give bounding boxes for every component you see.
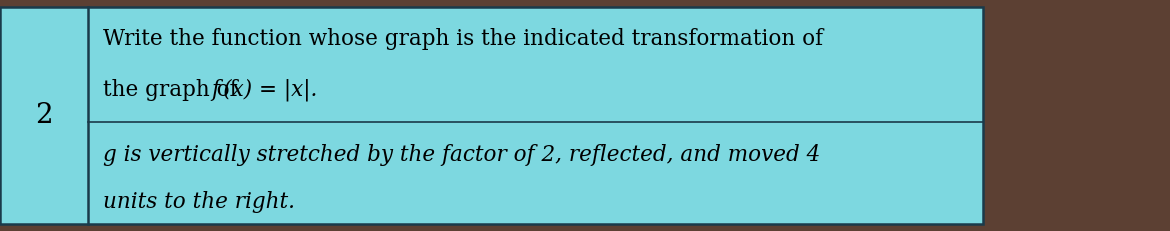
Bar: [0, 7, 983, 224]
Text: f (x) = |x|.: f (x) = |x|.: [212, 79, 318, 101]
Text: the graph of: the graph of: [103, 79, 245, 101]
Text: g is vertically stretched by the factor of 2, reflected, and moved 4: g is vertically stretched by the factor …: [103, 144, 820, 166]
Text: units to the right.: units to the right.: [103, 191, 295, 213]
Text: Write the function whose graph is the indicated transformation of: Write the function whose graph is the in…: [103, 28, 823, 50]
Text: 2: 2: [35, 102, 53, 129]
